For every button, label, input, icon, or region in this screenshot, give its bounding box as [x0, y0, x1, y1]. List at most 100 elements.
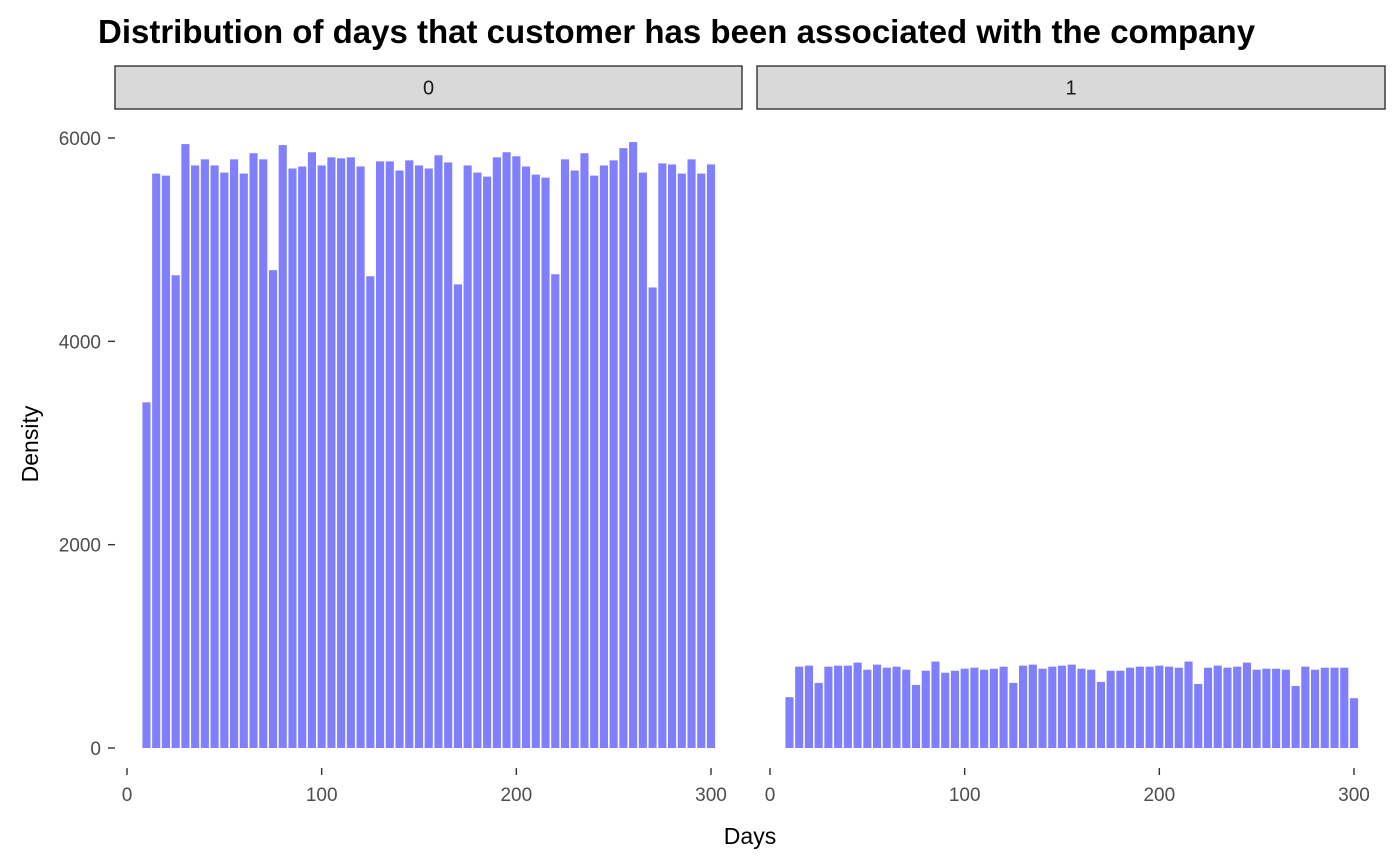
- histogram-bar: [1272, 668, 1281, 748]
- histogram-bar: [278, 145, 287, 748]
- y-axis: 0 2000 4000 6000: [59, 129, 115, 760]
- histogram-bar: [892, 666, 901, 748]
- histogram-bar: [171, 275, 180, 748]
- histogram-bar: [152, 173, 161, 749]
- histogram-bar: [648, 287, 657, 748]
- histogram-bar: [1194, 683, 1203, 748]
- x-tick-label: 300: [1338, 785, 1370, 806]
- histogram-bar: [405, 160, 414, 748]
- histogram-bar: [1174, 667, 1183, 748]
- histogram-bar: [1087, 669, 1096, 748]
- histogram-bar: [327, 157, 336, 749]
- facet-strip: [756, 65, 1386, 110]
- histogram-bar: [599, 165, 608, 748]
- histogram-bar: [249, 153, 258, 748]
- histogram-bar: [307, 152, 316, 748]
- histogram-bar: [434, 155, 443, 749]
- histogram-bar: [1126, 667, 1135, 748]
- facet-strip-label: 1: [1065, 78, 1076, 100]
- histogram-bar: [395, 170, 404, 749]
- histogram-bar: [843, 665, 852, 748]
- x-tick-label: 300: [695, 785, 727, 806]
- histogram-bar: [853, 662, 862, 748]
- y-tick-label: 0: [90, 739, 101, 760]
- histogram-bar: [1067, 664, 1076, 748]
- x-axis-title: Days: [724, 823, 776, 849]
- histogram-bar: [366, 276, 375, 748]
- histogram-bar: [1135, 666, 1144, 748]
- histogram-bar: [453, 284, 462, 748]
- histogram-bar: [1165, 666, 1174, 748]
- facet-panel-1: 1 0 100 200 300: [756, 65, 1386, 806]
- histogram-bar: [1019, 665, 1028, 748]
- histogram-bar: [931, 661, 940, 748]
- x-tick-label: 100: [306, 785, 338, 806]
- histogram-bar: [376, 161, 385, 749]
- histogram-bar: [1106, 670, 1115, 748]
- histogram-bar: [385, 161, 394, 749]
- x-tick-label: 0: [765, 785, 776, 806]
- histogram-bar: [1340, 667, 1349, 748]
- histogram-bar: [191, 165, 200, 748]
- histogram-bar: [989, 668, 998, 748]
- histogram-bar: [560, 159, 570, 749]
- histogram-bar: [1203, 667, 1213, 748]
- histogram-bar: [551, 274, 560, 748]
- histogram-bar: [950, 670, 959, 748]
- histogram-bar: [268, 270, 278, 748]
- histogram-bar: [259, 159, 268, 749]
- histogram-bar: [239, 173, 248, 749]
- histogram-bar: [638, 172, 647, 749]
- histogram-bar: [687, 159, 696, 749]
- histogram-bar: [161, 175, 170, 748]
- histogram-bar: [1038, 668, 1047, 748]
- histogram-bar: [1262, 668, 1271, 748]
- x-tick-label: 100: [949, 785, 981, 806]
- histogram-bar: [210, 165, 219, 748]
- histogram-bar: [580, 153, 589, 748]
- histogram-bar: [1349, 698, 1359, 748]
- histogram-bar: [834, 665, 843, 748]
- histogram-bar: [541, 177, 550, 748]
- histogram-bar: [1242, 662, 1251, 748]
- histogram-bar: [463, 165, 472, 748]
- histogram-bar: [609, 160, 618, 748]
- histogram-bar: [668, 164, 677, 748]
- x-tick-label: 200: [500, 785, 532, 806]
- histogram-bar: [570, 170, 579, 749]
- histogram-bar: [882, 667, 891, 748]
- histogram-bar: [911, 684, 921, 748]
- histogram-bar: [1301, 666, 1310, 748]
- histogram-bar: [1009, 682, 1018, 748]
- histogram-bar: [414, 165, 424, 748]
- histogram-bar: [960, 668, 969, 748]
- histogram-bar: [512, 156, 521, 749]
- histogram-bar: [785, 697, 794, 748]
- histogram-bar: [1223, 667, 1232, 748]
- histogram-bar: [142, 402, 151, 748]
- histogram-bar: [424, 168, 433, 748]
- y-axis-title: Density: [17, 405, 43, 482]
- facet-panel-0: 0 0 100 200 300: [114, 65, 743, 806]
- histogram-bar: [492, 157, 501, 749]
- facet-strip: [114, 65, 743, 110]
- x-axis: 0 100 200 300: [765, 768, 1370, 806]
- histogram-bar: [1116, 670, 1125, 748]
- y-tick-label: 4000: [59, 332, 101, 353]
- histogram-bar: [1213, 665, 1222, 748]
- histogram-bar: [902, 669, 911, 748]
- histogram-bar: [999, 666, 1008, 748]
- histogram-bar: [1145, 666, 1154, 748]
- histogram-bar: [317, 165, 326, 748]
- histogram-bar: [1077, 668, 1086, 748]
- histogram-bar: [473, 172, 482, 749]
- histogram-bar: [804, 665, 813, 748]
- histogram-bar: [814, 682, 823, 748]
- histogram-bar: [697, 173, 706, 749]
- histogram-bar: [1155, 665, 1164, 748]
- histogram-bar: [677, 173, 686, 749]
- histogram-bar: [1330, 667, 1339, 748]
- histogram-bar: [1311, 669, 1320, 748]
- histogram-bar: [629, 142, 638, 749]
- histogram-bar: [706, 164, 716, 748]
